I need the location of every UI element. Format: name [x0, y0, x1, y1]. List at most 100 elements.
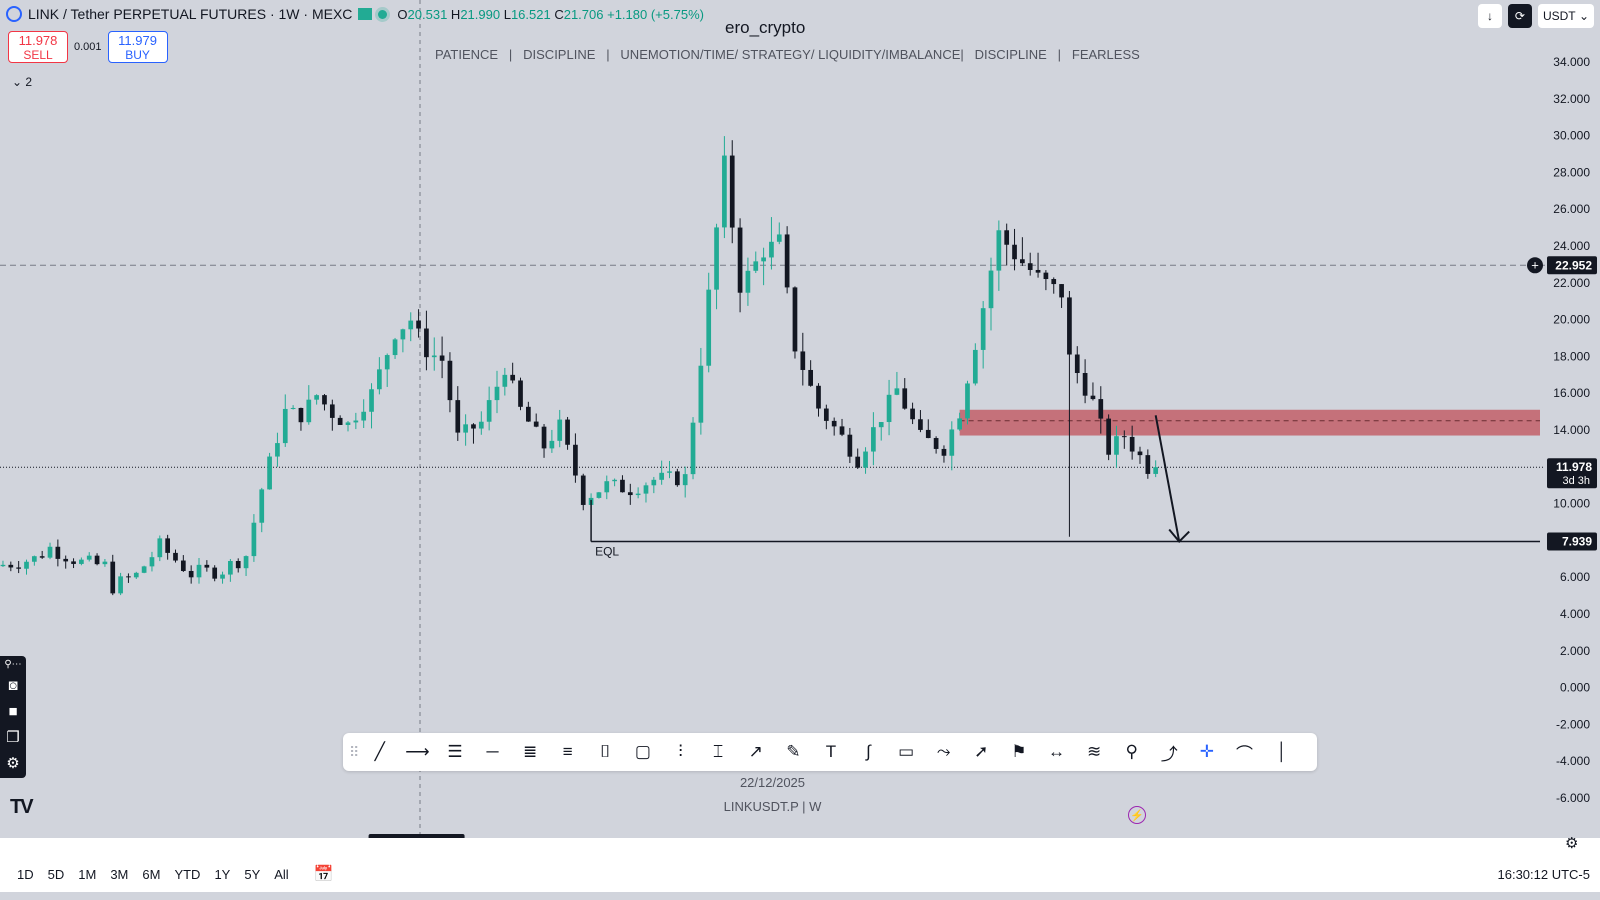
candle-body	[784, 234, 790, 288]
clock[interactable]: 16:30:12 UTC-5	[1497, 866, 1591, 882]
candle-body	[345, 422, 351, 425]
rectangle-icon[interactable]: ▢	[634, 742, 651, 761]
range-button-1y[interactable]: 1Y	[214, 866, 231, 882]
buy-button[interactable]: 11.979 BUY	[107, 31, 168, 63]
candle-body	[698, 365, 704, 423]
anchored-vwap-icon[interactable]: ⚲	[1125, 742, 1138, 761]
axis-settings-icon[interactable]: ⚙	[1565, 835, 1579, 852]
candle-body	[667, 471, 672, 473]
horizontal-ray-icon[interactable]: ⟶	[405, 742, 430, 761]
candle-body	[204, 564, 210, 568]
forecast-arrow-line	[1154, 415, 1181, 542]
candle-body	[690, 422, 696, 475]
author-watermark: ero_crypto	[725, 18, 806, 37]
y-tick-label: 4.000	[1560, 607, 1590, 621]
candle-body	[314, 395, 319, 400]
crosshair-price-badge: 22.952	[1555, 258, 1592, 272]
text-icon[interactable]: T	[825, 742, 837, 761]
brush-icon[interactable]: ✎	[786, 742, 801, 761]
arrow-marker-icon[interactable]: ↗	[748, 742, 763, 761]
candle-body	[1098, 399, 1104, 419]
add-alert-icon	[1527, 257, 1543, 274]
candle-body	[714, 227, 719, 290]
last-price-badge-countdown: 3d 3h	[1562, 475, 1590, 487]
candle-body	[235, 561, 241, 569]
candle-body	[949, 429, 955, 456]
fib-fan-icon[interactable]: ≋	[1086, 742, 1102, 761]
sell-button[interactable]: 11.978 SELL	[8, 31, 68, 63]
candle-body	[816, 385, 821, 409]
arrow-icon[interactable]: ➚	[974, 742, 989, 761]
parallel-channel-icon[interactable]: ☰	[447, 742, 463, 761]
chart-area[interactable]: EQL 34.000 32.000 30.000 28.000 26.000 24.000 2…	[0, 0, 1600, 852]
candle-body	[737, 227, 743, 293]
candle-body	[682, 474, 688, 486]
range-button-6m[interactable]: 6M	[142, 866, 161, 882]
chart-canvas[interactable]: EQL 34.000 32.000 30.000 28.000 26.000 24.000 2…	[0, 0, 1600, 838]
sync-icon[interactable]: ⟳	[1507, 4, 1532, 28]
flag-icon[interactable]: ⚑	[1011, 742, 1027, 761]
top-right-controls: ↓ ⟳ USDT ⌄	[1477, 4, 1594, 28]
forecast-arrow-head	[1168, 528, 1190, 544]
tradingview-logo[interactable]: TV	[10, 796, 34, 818]
candle-body	[659, 472, 665, 480]
range-button-ytd[interactable]: YTD	[174, 866, 201, 882]
fib-channel-icon[interactable]: ≡	[562, 742, 573, 761]
range-button-5d[interactable]: 5D	[47, 866, 65, 882]
arrow-down-icon[interactable]: ↓	[1477, 4, 1502, 28]
range-button-all[interactable]: All	[274, 866, 289, 882]
candle-body	[557, 419, 563, 441]
range-button-1d[interactable]: 1D	[17, 866, 34, 882]
currency-select[interactable]: USDT ⌄	[1537, 4, 1594, 28]
drag-handle-icon[interactable]: ⠿	[349, 743, 360, 760]
layers-icon[interactable]: ❐	[6, 729, 20, 746]
candle-body	[400, 329, 406, 340]
video-icon[interactable]: ■	[8, 703, 18, 720]
candle-body	[627, 492, 633, 496]
candle-body	[165, 538, 170, 553]
candle-body	[471, 424, 476, 429]
trend-line-icon[interactable]: ╱	[374, 742, 385, 761]
symbol-title[interactable]: LINK / Tether PERPETUAL FUTURES · 1W · M…	[28, 6, 353, 22]
callout-icon[interactable]: ▭	[898, 742, 915, 761]
y-tick-label: 28.000	[1553, 165, 1590, 179]
candle-body	[541, 426, 547, 449]
date-range-icon[interactable]: ↔	[1047, 742, 1065, 761]
rectangle-callout-icon[interactable]: ⌷	[600, 742, 611, 761]
horizontal-line-icon[interactable]: ─	[486, 742, 499, 761]
candle-body	[455, 400, 461, 433]
flag-icon[interactable]	[358, 8, 373, 20]
candle-body	[71, 561, 76, 564]
range-button-3m[interactable]: 3M	[110, 866, 129, 882]
candle-body	[1051, 279, 1057, 285]
link-icon[interactable]: ⚲⋯	[4, 659, 22, 670]
bottom-strip	[0, 892, 1600, 900]
candle-body	[149, 557, 155, 567]
caption-symbol: LINKUSDT.P | W	[723, 799, 822, 814]
long-position-icon[interactable]: ⫶	[678, 742, 683, 761]
indicators-collapse-button[interactable]: ⌄ 2	[12, 75, 33, 89]
fib-retracement-icon[interactable]: ≣	[523, 742, 538, 761]
candle-body	[31, 556, 37, 562]
candle-body	[847, 434, 853, 457]
price-range-icon[interactable]: ⌶	[713, 742, 724, 761]
forecast-icon[interactable]: ⤴	[1160, 744, 1178, 764]
range-button-1m[interactable]: 1M	[78, 866, 97, 882]
y-tick-label: 34.000	[1553, 55, 1590, 69]
lightning-icon[interactable]: ⚡	[1128, 806, 1146, 824]
curve-icon[interactable]: ∫	[866, 742, 871, 761]
candle-body	[808, 369, 814, 386]
candle-body	[1082, 373, 1088, 396]
crosshair-icon[interactable]: ✛	[1199, 742, 1214, 761]
candle-body	[573, 444, 578, 476]
vertical-line-icon[interactable]: │	[1276, 742, 1288, 761]
polyline-icon[interactable]: ⌒	[1235, 744, 1253, 764]
gear-icon[interactable]: ⚙	[6, 755, 20, 772]
candle-body	[878, 422, 884, 428]
calendar-icon[interactable]: 📅	[313, 866, 334, 883]
symbol-logo-icon	[6, 6, 22, 22]
range-button-5y[interactable]: 5Y	[244, 866, 261, 882]
camera-icon[interactable]: ◙	[8, 677, 18, 694]
y-tick-label: 18.000	[1553, 349, 1590, 363]
path-icon[interactable]: ⤳	[936, 742, 951, 761]
